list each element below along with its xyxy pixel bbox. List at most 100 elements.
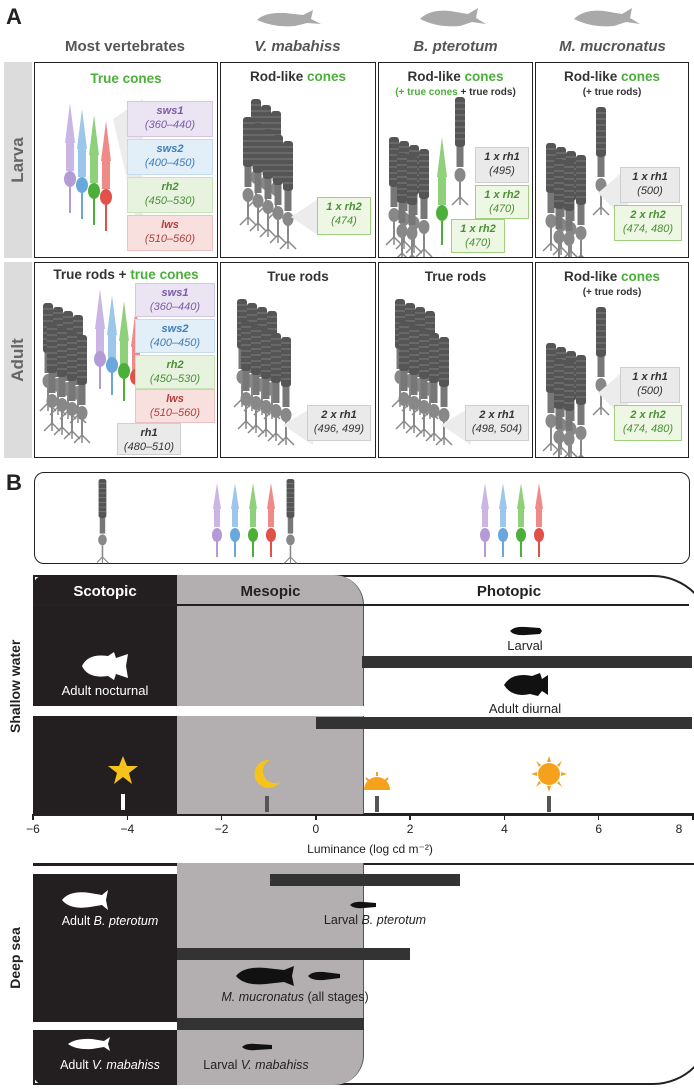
row-head-larva: Larva — [8, 137, 27, 183]
opsin-label-rh1: 2 x rh1 (496, 499) — [307, 405, 371, 441]
adult-b-pterotum-fish-icon — [62, 890, 108, 910]
cone-cells-illustration — [64, 103, 112, 231]
opsin-label-sws2: sws2 (400–450) — [127, 139, 213, 175]
adult-nocturnal-label: Adult nocturnal — [61, 683, 149, 698]
mesopic-zone — [177, 575, 364, 815]
moon-icon — [254, 759, 280, 812]
cell-title: Rod-like cones — [249, 69, 347, 84]
range-bar-larval-v-mabahiss — [177, 1018, 364, 1030]
cell-subtitle: (+ true rods) — [582, 287, 642, 298]
cell-adult-m-mucronatus: Rod-like cones (+ true rods) 1 x rh1 (500… — [535, 262, 689, 458]
axis-tick-label: 2 — [406, 822, 414, 836]
opsin-label-sws1: sws1 (360–440) — [127, 101, 213, 137]
opsin-label-rh1: 1 x rh1 (500) — [620, 367, 680, 403]
mixed-photoreceptor-cells-illustration — [385, 97, 469, 257]
adult-diurnal-fish-icon — [504, 673, 548, 696]
shallow-water-label: Shallow water — [7, 639, 23, 733]
zone-header-line — [33, 604, 689, 606]
adult-nocturnal-fish-icon — [82, 652, 128, 680]
opsin-label-rh1: 1 x rh1 (500) — [620, 167, 680, 203]
opsin-pointer — [441, 407, 471, 445]
opsin-label-rh2: 1 x rh2 (474) — [317, 197, 371, 235]
adult-v-mabahiss-fish-icon — [68, 1037, 110, 1051]
column-head-most-vertebrates: Most vertebrates — [64, 38, 186, 55]
photoreceptor-legend-box — [34, 472, 690, 565]
zone-label-photopic: Photopic — [476, 583, 542, 600]
axis-tick-label: −2 — [214, 822, 229, 836]
axis-tick-mark — [597, 814, 600, 820]
opsin-label-sws1: sws1 (360–440) — [135, 283, 215, 317]
cell-larva-b-pterotum: Rod-like cones (+ true cones + true rods… — [378, 62, 533, 258]
m-mucronatus-label: M. mucronatus (all stages) — [221, 990, 369, 1004]
row-head-adult: Adult — [8, 338, 27, 382]
opsin-label-rh1: 2 x rh1 (498, 504) — [465, 405, 529, 441]
column-head-b-pterotum: B. pterotum — [413, 38, 498, 55]
opsin-label-rh2: 1 x rh2 (470) — [475, 185, 529, 219]
larval-b-pterotum-fish-icon — [350, 901, 376, 909]
shallow-row-separator — [33, 706, 693, 716]
row-head-bg-larva — [4, 62, 32, 258]
opsin-pointer — [291, 197, 321, 237]
opsin-label-rh2: 1 x rh2 (470) — [451, 219, 505, 253]
adult-b-pterotum-label: Adult B. pterotum — [61, 914, 159, 928]
column-head-v-mabahiss: V. mabahiss — [254, 38, 341, 55]
luminance-axis-label: Luminance (log cd m⁻²) — [307, 842, 433, 856]
axis-tick-label: 0 — [312, 822, 320, 836]
cell-title: True rods — [424, 269, 487, 284]
axis-tick-mark — [692, 814, 694, 820]
sun-icon — [531, 756, 567, 812]
axis-tick-label: −4 — [120, 822, 135, 836]
adult-v-mabahiss-label: Adult V. mabahiss — [60, 1058, 160, 1072]
opsin-label-rh2: rh2 (450–530) — [135, 355, 215, 389]
fish-silhouette-icon — [574, 8, 640, 27]
axis-tick-label: 6 — [595, 822, 603, 836]
larval-fish-icon — [510, 626, 542, 636]
larval-label: Larval — [507, 638, 543, 653]
axis-tick-mark — [126, 814, 129, 820]
opsin-label-rh1: rh1 (480–510) — [117, 423, 181, 455]
rod-icon — [97, 479, 110, 565]
row-head-bg-adult — [4, 262, 32, 458]
range-bar-larval-b-pterotum — [270, 874, 460, 886]
range-bar-adult-diurnal — [316, 717, 692, 729]
range-bar-m-mucronatus — [177, 948, 410, 960]
range-bar-larval — [362, 656, 692, 668]
axis-tick-label: −6 — [26, 822, 40, 836]
opsin-label-lws: lws (510–560) — [127, 215, 213, 251]
luminance-axis-line — [33, 814, 693, 816]
opsin-label-rh2: 2 x rh2 (474, 480) — [614, 205, 682, 241]
deep-sea-label: Deep sea — [7, 927, 23, 989]
fish-silhouette-icon — [257, 10, 321, 27]
axis-tick-mark — [32, 814, 34, 820]
cell-subtitle: (+ true rods) — [582, 87, 642, 98]
cell-title: Rod-like cones — [563, 69, 661, 84]
axis-tick-mark — [315, 814, 317, 820]
axis-tick-label: 8 — [675, 822, 683, 836]
opsin-label-rh2: 2 x rh2 (474, 480) — [614, 405, 682, 441]
zone-label-mesopic: Mesopic — [240, 583, 301, 600]
cell-subtitle: (+ true cones + true rods) — [395, 87, 516, 98]
fish-silhouette-icon — [420, 8, 486, 27]
cell-title: Rod-like cones — [563, 269, 661, 284]
panel-a-letter: A — [6, 4, 22, 29]
cell-larva-m-mucronatus: Rod-like cones (+ true rods) 1 x rh1 (500… — [535, 62, 689, 258]
range-bar-adult-b-pterotum — [33, 866, 177, 874]
cell-title: Rod-like cones — [407, 69, 504, 84]
cell-title: True rods — [267, 269, 329, 284]
larval-v-mabahiss-label: Larval V. mabahiss — [203, 1058, 309, 1072]
m-mucronatus-adult-fish-icon — [236, 966, 294, 986]
opsin-pointer — [283, 407, 313, 445]
axis-tick-label: 4 — [501, 822, 508, 836]
m-mucronatus-larval-fish-icon — [308, 971, 340, 981]
cell-larva-v-mabahiss: Rod-like cones 1 x rh2 (474) — [220, 62, 376, 258]
adult-diurnal-label: Adult diurnal — [488, 701, 562, 716]
opsin-label-sws2: sws2 (400–450) — [135, 319, 215, 353]
cell-title: True rods + true cones — [53, 267, 199, 282]
cell-larva-most-vertebrates: True cones sws1 (360–440) sws2 (400–450) r… — [34, 62, 218, 258]
panel-b-letter: B — [6, 470, 22, 495]
cell-adult-b-pterotum: True rods 2 x rh1 (498, 504) — [378, 262, 533, 458]
deep-row-separator — [33, 1022, 177, 1030]
column-head-m-mucronatus: M. mucronatus — [559, 38, 666, 55]
cell-adult-v-mabahiss: True rods 2 x rh1 (496, 499) — [220, 262, 376, 458]
scotopic-zone — [33, 575, 177, 815]
